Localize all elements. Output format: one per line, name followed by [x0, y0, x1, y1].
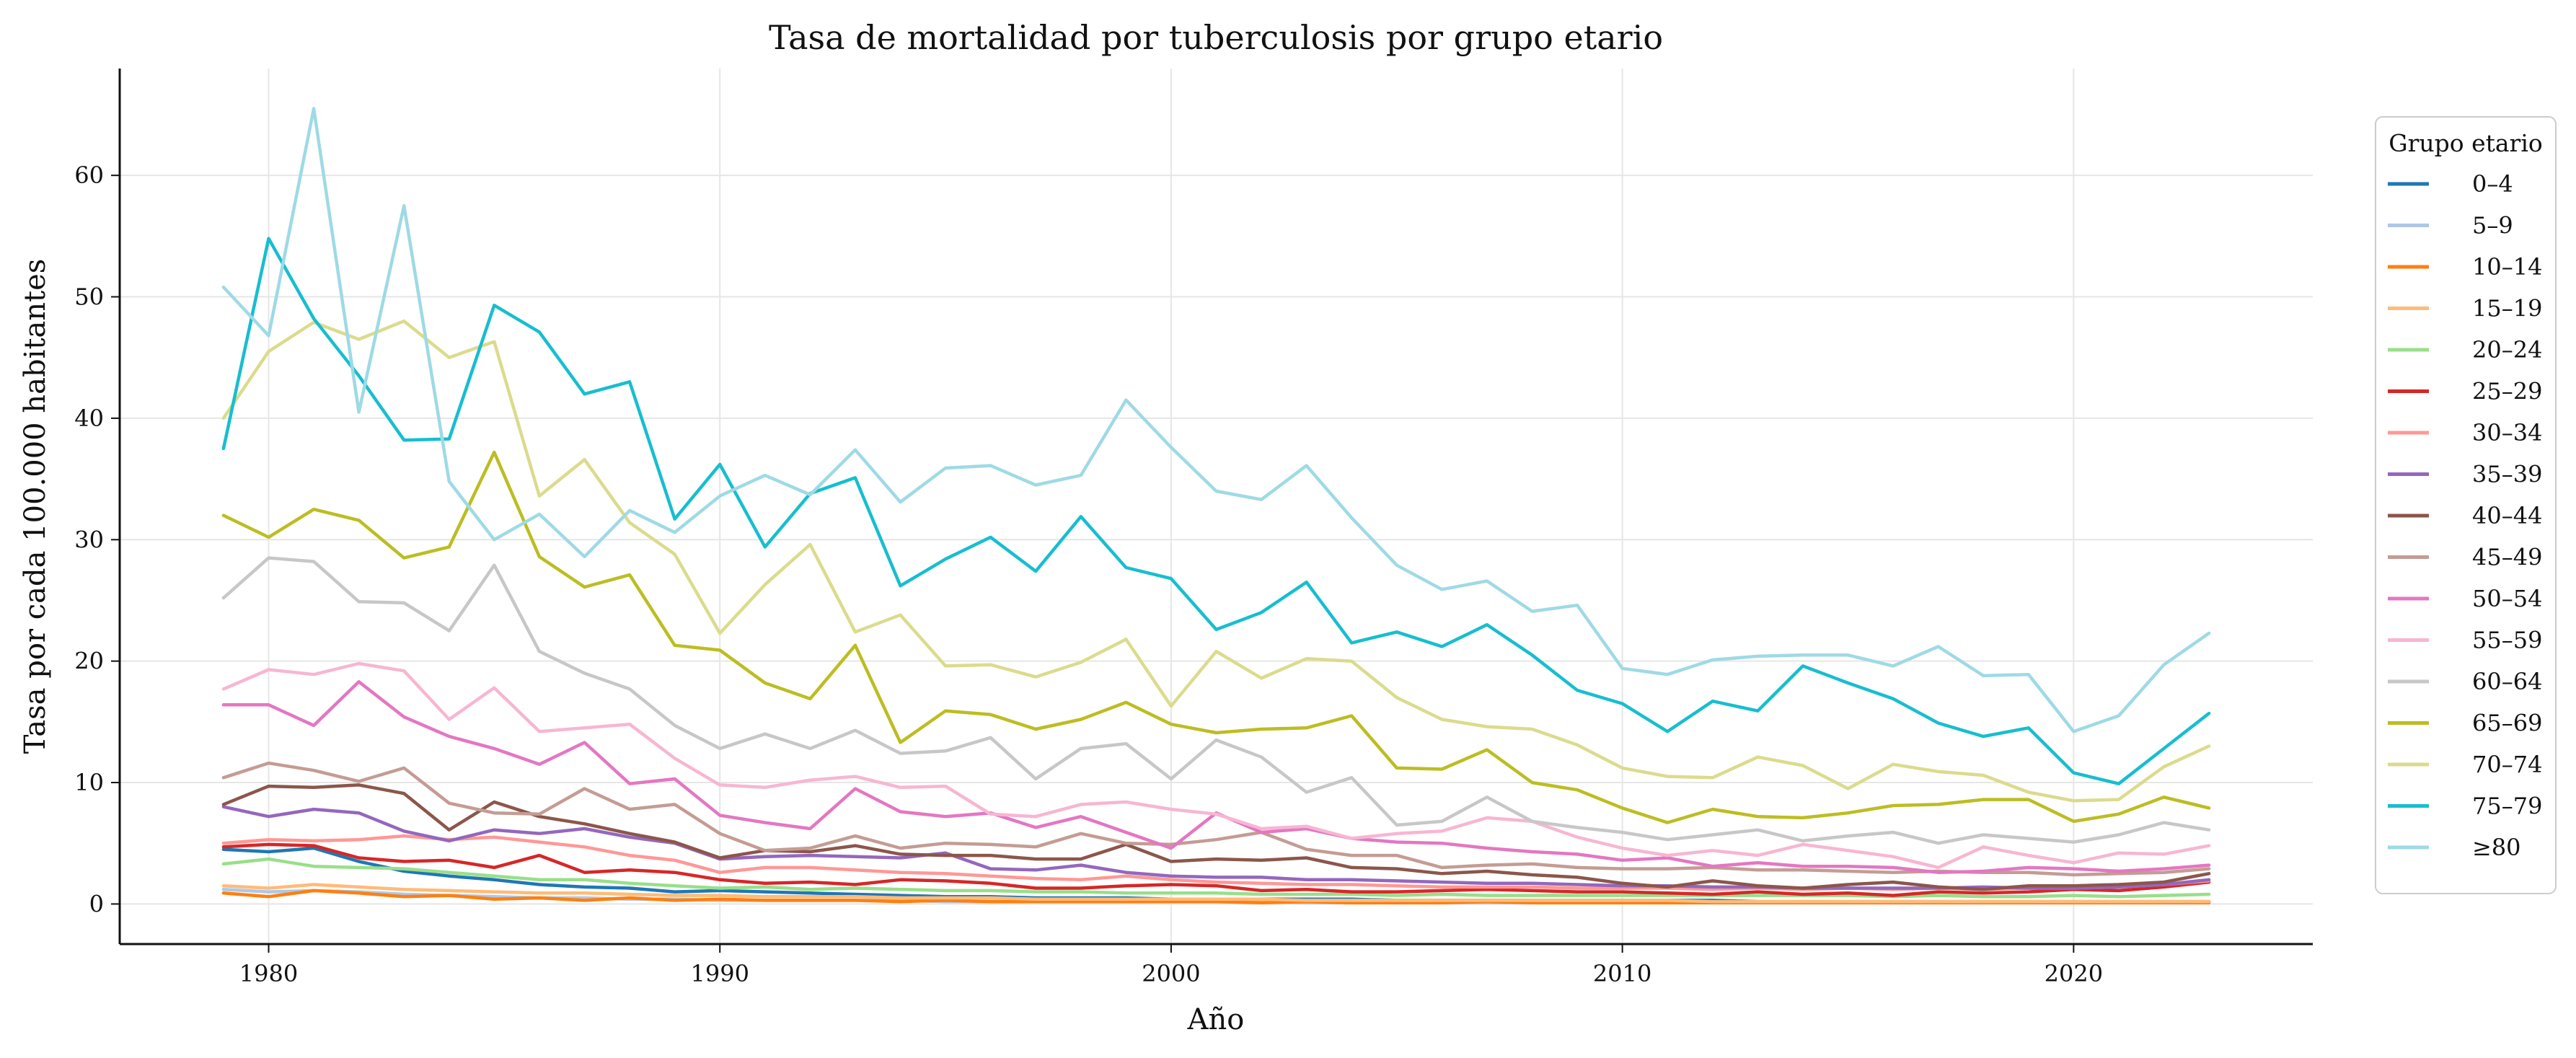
chart-title: Tasa de mortalidad por tuberculosis por …	[769, 18, 1663, 57]
series-line-12	[221, 556, 2211, 845]
x-tick-label: 1980	[239, 960, 298, 987]
y-tick-label: 10	[74, 769, 104, 796]
legend-label: 20–24	[2472, 336, 2542, 363]
axes	[118, 69, 2313, 945]
legend-label: 65–69	[2472, 710, 2542, 737]
legend-label: 40–44	[2472, 502, 2542, 529]
x-axis-label: Año	[1187, 1003, 1245, 1036]
legend-label: 15–19	[2472, 295, 2542, 322]
legend-label: 50–54	[2472, 585, 2542, 612]
grid	[120, 69, 2313, 944]
x-tick-label: 2000	[1142, 960, 1200, 987]
legend-label: 45–49	[2472, 544, 2542, 571]
series-line-16	[221, 107, 2211, 733]
legend-label: 5–9	[2472, 212, 2513, 239]
legend-label: 75–79	[2472, 793, 2542, 820]
series-line-5	[221, 842, 2211, 897]
legend-items: 0–4 5–9 10–14 15–19 20–24 25–29 30–34 35–39 40–4…	[2388, 170, 2542, 861]
y-tick-label: 50	[74, 283, 104, 311]
series-line-9	[221, 761, 2211, 877]
x-tick-label: 1990	[690, 960, 749, 987]
y-tick-label: 30	[74, 526, 104, 553]
y-ticks: 0 10 20 30 40 50 60	[74, 162, 120, 917]
series-lines	[221, 107, 2211, 905]
legend-label: ≥80	[2472, 834, 2521, 861]
y-axis-label: Tasa por cada 100.000 habitantes	[19, 259, 52, 754]
y-tick-label: 60	[74, 162, 104, 189]
legend-title: Grupo etario	[2388, 129, 2543, 157]
series-line-13	[221, 450, 2211, 824]
legend: Grupo etario 0–4 5–9 10–14 15–19 20–24 25–29 3…	[2375, 116, 2557, 894]
series-line-15	[221, 237, 2211, 785]
legend-label: 35–39	[2472, 461, 2542, 488]
legend-label: 55–59	[2472, 627, 2542, 654]
x-tick-label: 2020	[2045, 960, 2103, 987]
legend-frame	[2375, 116, 2557, 894]
legend-label: 70–74	[2472, 751, 2542, 778]
series-line-7	[221, 805, 2211, 890]
legend-label: 30–34	[2472, 419, 2542, 446]
series-line-14	[221, 319, 2211, 803]
series-line-3	[221, 883, 2211, 904]
series-line-10	[221, 680, 2211, 874]
legend-label: 0–4	[2472, 170, 2513, 198]
x-ticks: 1980 1990 2000 2010 2020	[239, 944, 2103, 987]
legend-label: 10–14	[2472, 253, 2542, 281]
x-tick-label: 2010	[1593, 960, 1651, 987]
y-tick-label: 20	[74, 648, 104, 675]
y-tick-label: 0	[89, 890, 104, 917]
legend-label: 60–64	[2472, 668, 2542, 695]
series-line-11	[221, 661, 2211, 870]
legend-label: 25–29	[2472, 378, 2542, 405]
y-tick-label: 40	[74, 405, 104, 432]
series-line-8	[221, 783, 2211, 891]
